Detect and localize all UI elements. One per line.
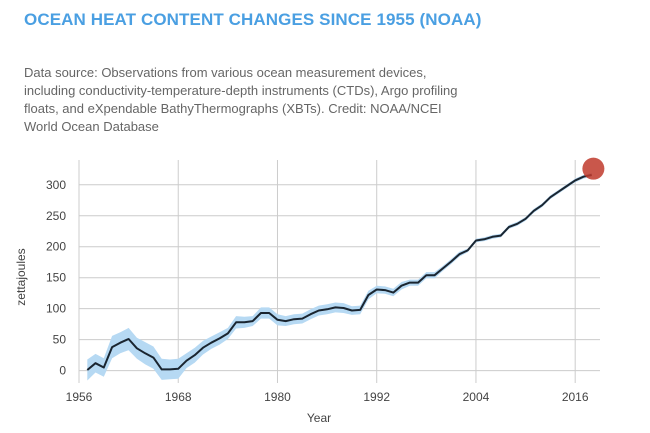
y-tick-label-50: 50 [53,333,67,347]
uncertainty-band [87,173,592,381]
latest-value-dot [582,157,605,180]
x-tick-label-1980: 1980 [264,390,291,404]
x-tick-label-2004: 2004 [463,390,490,404]
x-tick-label-1968: 1968 [165,390,192,404]
series-line-path [86,173,592,371]
y-axis-ticks: 0 50 100 150 200 250 300 [46,178,66,378]
x-axis-title: Year [307,411,331,425]
chart-title: OCEAN HEAT CONTENT CHANGES SINCE 1955 (N… [24,10,482,29]
latest-value-marker [582,157,605,180]
y-tick-label-300: 300 [46,178,66,192]
grid-lines [78,160,600,383]
y-axis-title: zettajoules [14,248,28,305]
chart-subtitle: Data source: Observations from various o… [24,65,458,134]
uncertainty-band-area [87,173,592,381]
x-tick-label-1956: 1956 [66,390,93,404]
x-axis-ticks: 1956 1968 1980 1992 2004 2016 [66,390,589,404]
y-tick-label-100: 100 [46,302,66,316]
y-tick-label-200: 200 [46,240,66,254]
x-tick-label-1992: 1992 [363,390,390,404]
y-tick-label-250: 250 [46,209,66,223]
x-tick-label-2016: 2016 [562,390,589,404]
series-line [86,173,592,371]
y-tick-label-0: 0 [59,364,66,378]
y-tick-label-150: 150 [46,271,66,285]
